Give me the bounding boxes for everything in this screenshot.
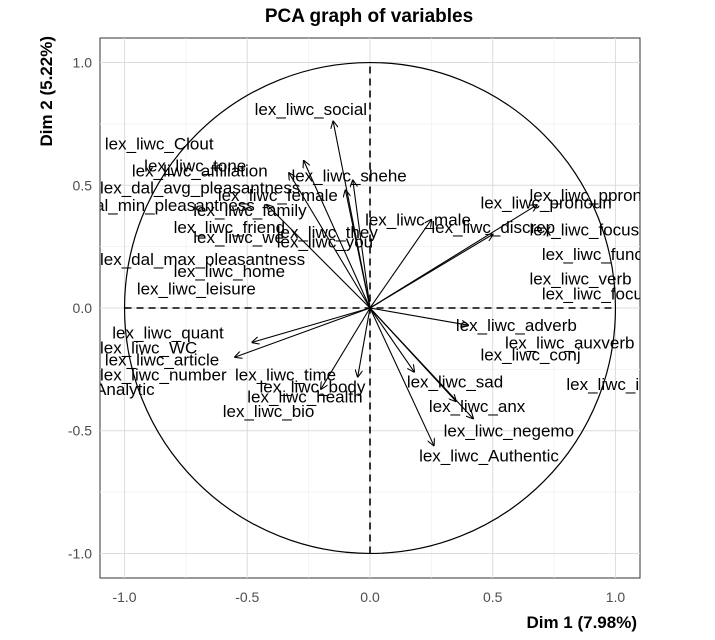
variable-arrows <box>235 121 537 445</box>
variable-label: lex_liwc_article <box>105 351 219 370</box>
variable-arrow <box>321 307 371 389</box>
variable-label: lex_liwc_function <box>542 245 671 264</box>
x-tick-label: 1.0 <box>606 589 626 605</box>
variable-label: lex_liwc_we <box>193 228 284 247</box>
variable-arrow <box>369 234 493 309</box>
variable-label: lex_liwc_WC <box>100 338 197 357</box>
variable-arrow <box>289 173 371 309</box>
x-tick-label: -1.0 <box>112 589 136 605</box>
variable-label: lex_liwc_tone <box>144 157 246 176</box>
variable-label: lex_liwc_social <box>255 100 367 119</box>
tick-labels: -1.0 -0.5 0.0 0.5 1.0 -1.0 -0.5 0.0 0.5 1.0 <box>68 55 626 605</box>
variable-label: lex_liwc_Clout <box>105 135 214 154</box>
variable-label: lex_liwc_body <box>260 378 366 397</box>
variable-label: lex_liwc_pronoun <box>480 193 611 212</box>
variable-label: lex_liwc_time <box>235 365 336 384</box>
variable-label: lex_liwc_adverb <box>456 316 577 335</box>
variable-label: lex_liwc_affiliation <box>132 162 268 181</box>
y-tick-label: -0.5 <box>68 423 92 439</box>
variable-arrow <box>304 161 371 309</box>
variable-label: lex_liwc_focuspresent <box>542 284 709 303</box>
variable-label: lex_liwc_you <box>277 233 373 252</box>
variable-labels: lex_liwc_social lex_liwc_Clout lex_liwc_to… <box>95 100 709 465</box>
variable-label: lex_liwc_focusfuture <box>530 220 683 239</box>
y-axis-title: Dim 2 (5.22%) <box>37 36 56 147</box>
variable-label: lex_liwc_male <box>365 211 471 230</box>
variable-arrow <box>235 307 371 357</box>
variable-label: lex_liwc_bio <box>223 402 315 421</box>
variable-arrow <box>252 307 371 342</box>
variable-label: Analytic <box>95 380 155 399</box>
variable-label: lex_liwc_health <box>247 387 362 406</box>
variable-arrow <box>345 190 371 309</box>
chart-title: PCA graph of variables <box>265 6 473 27</box>
variable-label: lex_liwc_verb <box>530 270 632 289</box>
variable-label: lex_liwc_quant <box>112 324 224 343</box>
y-tick-label: 0.0 <box>73 300 93 316</box>
variable-label: lex_liwc_female <box>218 186 338 205</box>
variable-label: lex_liwc_home <box>174 262 285 281</box>
variable-label: lex_liwc_ppron <box>530 186 642 205</box>
y-tick-label: 0.5 <box>73 177 93 193</box>
variable-label: lex_liwc_anx <box>429 397 526 416</box>
variable-label: al_min_pleasantness <box>95 196 255 215</box>
x-tick-label: 0.5 <box>483 589 503 605</box>
variable-arrow <box>369 307 473 418</box>
variable-label: lex_liwc_friend <box>174 218 285 237</box>
variable-label: lex_dal_avg_pleasantness <box>100 179 300 198</box>
variable-label: lex_liwc_shehe <box>291 166 406 185</box>
y-tick-label: -1.0 <box>68 545 92 561</box>
variable-label: lex_liwc_auxverb <box>505 333 634 352</box>
variable-arrow <box>369 307 468 325</box>
variable-arrow <box>369 220 431 309</box>
variable-label: lex_dal_max_pleasantness <box>100 250 305 269</box>
variable-label: lex_liwc_conj <box>480 346 580 365</box>
variable-arrow <box>369 307 434 445</box>
variable-label: lex_liwc_negemo <box>444 422 574 441</box>
variable-arrow <box>358 307 371 377</box>
x-tick-label: -0.5 <box>235 589 259 605</box>
variable-arrow <box>267 205 371 309</box>
x-axis-title: Dim 1 (7.98%) <box>526 613 637 632</box>
x-tick-label: 0.0 <box>360 589 380 605</box>
variable-arrow <box>353 180 371 309</box>
variable-label: lex_liwc_i <box>566 375 639 394</box>
variable-label: lex_liwc_sad <box>407 373 503 392</box>
variable-label: lex_liwc_family <box>193 201 307 220</box>
variable-label: lex_liwc_they <box>277 223 379 242</box>
variable-label: lex_liwc_Authentic <box>419 446 559 465</box>
y-tick-label: 1.0 <box>73 55 93 71</box>
variable-label: lex_liwc_number <box>100 365 227 384</box>
variable-label: lex_liwc_discrep <box>431 218 555 237</box>
variable-arrow <box>369 307 414 372</box>
variable-label: lex_liwc_leisure <box>137 279 256 298</box>
